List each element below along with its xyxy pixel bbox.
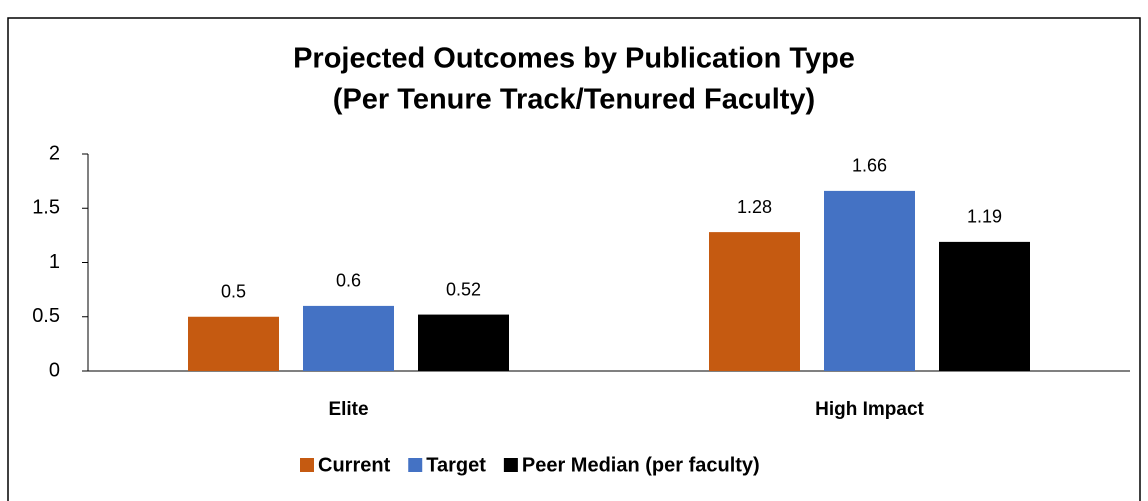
data-label: 1.28 — [737, 197, 772, 217]
x-tick-label: High Impact — [815, 399, 924, 420]
y-tick-label: 0 — [49, 359, 60, 381]
chart-subtitle: (Per Tenure Track/Tenured Faculty) — [333, 84, 815, 116]
bar — [188, 316, 279, 371]
legend-swatch — [408, 458, 423, 472]
bar — [824, 190, 915, 371]
bar — [709, 232, 800, 371]
bar — [939, 241, 1030, 371]
y-tick-label: 1 — [49, 251, 60, 273]
data-label: 1.66 — [852, 156, 887, 176]
legend-swatch — [503, 458, 518, 472]
legend-label: Target — [426, 454, 486, 476]
legend-label: Current — [318, 454, 391, 476]
legend-swatch — [300, 458, 314, 472]
data-label: 0.52 — [446, 279, 481, 299]
y-tick-label: 1.5 — [32, 197, 60, 219]
x-tick-label: Elite — [328, 399, 368, 420]
y-tick-label: 2 — [49, 142, 60, 164]
y-tick-label: 0.5 — [32, 305, 60, 327]
data-label: 1.19 — [967, 207, 1002, 227]
bar — [418, 314, 509, 371]
data-label: 0.5 — [221, 282, 246, 302]
bar — [303, 305, 394, 371]
data-label: 0.6 — [336, 271, 361, 291]
legend-label: Peer Median (per faculty) — [522, 454, 760, 476]
chart-title: Projected Outcomes by Publication Type — [293, 43, 855, 75]
